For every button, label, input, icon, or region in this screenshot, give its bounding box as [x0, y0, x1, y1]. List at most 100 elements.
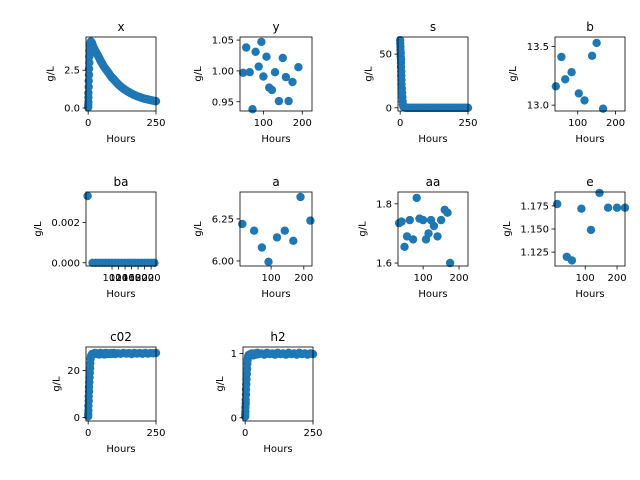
data-point [272, 233, 282, 242]
data-point [580, 96, 589, 105]
y-tick-label: 6.00 [212, 256, 234, 267]
y-tick-label: 1.175 [520, 201, 549, 212]
y-tick-label: 0.002 [51, 218, 80, 229]
data-point [306, 216, 315, 225]
subplot-title: x [117, 20, 124, 34]
y-axis-label: g/L [508, 66, 519, 82]
data-point [445, 258, 455, 268]
x-axis-label: Hours [106, 289, 135, 300]
subplot-h2: 0 250 0 1 h2 Hours g/L [215, 330, 323, 455]
data-point [405, 215, 414, 225]
data-point [264, 257, 273, 266]
y-tick-label: 13.5 [527, 42, 549, 53]
y-tick-label: 1.05 [212, 36, 234, 47]
data-point [551, 82, 560, 91]
data-point [85, 58, 94, 67]
x-tick-label: 250 [303, 428, 322, 439]
data-point [436, 215, 446, 225]
subplot-title: b [586, 20, 594, 34]
data-point [553, 199, 562, 209]
y-tick-label: 0 [386, 103, 392, 114]
x-tick-label: 100 [254, 118, 273, 129]
data-point [84, 82, 93, 92]
data-point [251, 47, 260, 56]
y-tick-label: 0.000 [51, 258, 80, 269]
axes-frame [85, 346, 157, 422]
y-tick-label: 1.150 [520, 225, 549, 236]
x-tick-label: 0 [85, 118, 91, 129]
data-point [567, 256, 577, 265]
data-point [262, 52, 271, 61]
y-tick-label: 13.0 [527, 101, 549, 112]
x-axis-label: Hours [263, 444, 292, 455]
data-point [595, 188, 604, 198]
data-point [567, 68, 576, 77]
x-tick-label: 200 [607, 273, 626, 284]
x-tick-label: 200 [449, 273, 468, 284]
data-point [557, 52, 566, 62]
data-point [603, 203, 613, 212]
x-axis-label: Hours [106, 444, 135, 455]
data-point [577, 204, 586, 213]
data-point [257, 37, 266, 47]
x-tick-label: 0 [242, 428, 248, 439]
data-point [85, 52, 94, 61]
data-point [418, 215, 428, 225]
x-tick-label: 200 [293, 118, 312, 129]
data-point [278, 53, 287, 63]
data-point [400, 242, 409, 251]
x-tick-label: 180 [129, 273, 148, 284]
x-axis-label: Hours [418, 134, 447, 145]
x-tick-label: 200 [135, 273, 154, 284]
data-point [294, 62, 303, 72]
x-tick-label: 100 [568, 118, 587, 129]
subplot-y: 100 200 0.95 1.00 1.05 y Hours g/L [193, 20, 313, 145]
axes-frame [397, 191, 469, 267]
data-point [289, 236, 298, 245]
data-point [284, 96, 293, 106]
subplot-b: 100 200 13.0 13.5 b Hours g/L [508, 20, 626, 145]
data-point [274, 96, 284, 106]
data-point [267, 85, 277, 95]
y-tick-label: 50 [379, 50, 392, 61]
y-tick-label: 1.125 [520, 248, 549, 259]
axes-frame [554, 36, 626, 112]
data-point [249, 226, 259, 235]
x-axis-label: Hours [261, 134, 290, 145]
data-point [587, 51, 597, 60]
axes-frame [239, 36, 313, 112]
subplot-title: aa [426, 175, 441, 189]
y-axis-label: g/L [193, 66, 204, 82]
axes-frame [397, 36, 469, 112]
subplot-title: s [430, 20, 436, 34]
x-axis-label: Hours [575, 289, 604, 300]
data-point [281, 72, 291, 82]
x-tick-label: 100 [102, 273, 121, 284]
data-point [238, 219, 247, 229]
y-axis-label: g/L [45, 66, 56, 82]
x-axis-label: Hours [418, 289, 447, 300]
data-point [561, 75, 570, 84]
y-axis-label: g/L [193, 221, 204, 237]
data-point [598, 104, 608, 113]
x-axis-label: Hours [261, 289, 290, 300]
x-axis-label: Hours [106, 134, 135, 145]
data-point [84, 64, 94, 73]
x-tick-label: 0 [85, 428, 91, 439]
subplot-title: c02 [110, 330, 132, 344]
y-tick-label: 0 [74, 413, 80, 424]
y-axis-label: g/L [33, 221, 44, 237]
x-tick-label: 250 [146, 428, 165, 439]
data-point [242, 43, 251, 52]
x-tick-label: 250 [146, 118, 165, 129]
y-tick-label: 20 [67, 366, 80, 377]
axes-frame [85, 191, 157, 267]
y-tick-label: 1 [231, 349, 237, 360]
data-point [270, 68, 280, 77]
subplot-c02: 0 250 0 20 c02 Hours g/L [52, 330, 166, 455]
y-tick-label: 6.25 [212, 214, 234, 225]
data-point [84, 76, 93, 86]
subplot-aa: 100 200 1.6 1.8 aa Hours g/L [357, 175, 468, 300]
data-point [586, 225, 596, 235]
